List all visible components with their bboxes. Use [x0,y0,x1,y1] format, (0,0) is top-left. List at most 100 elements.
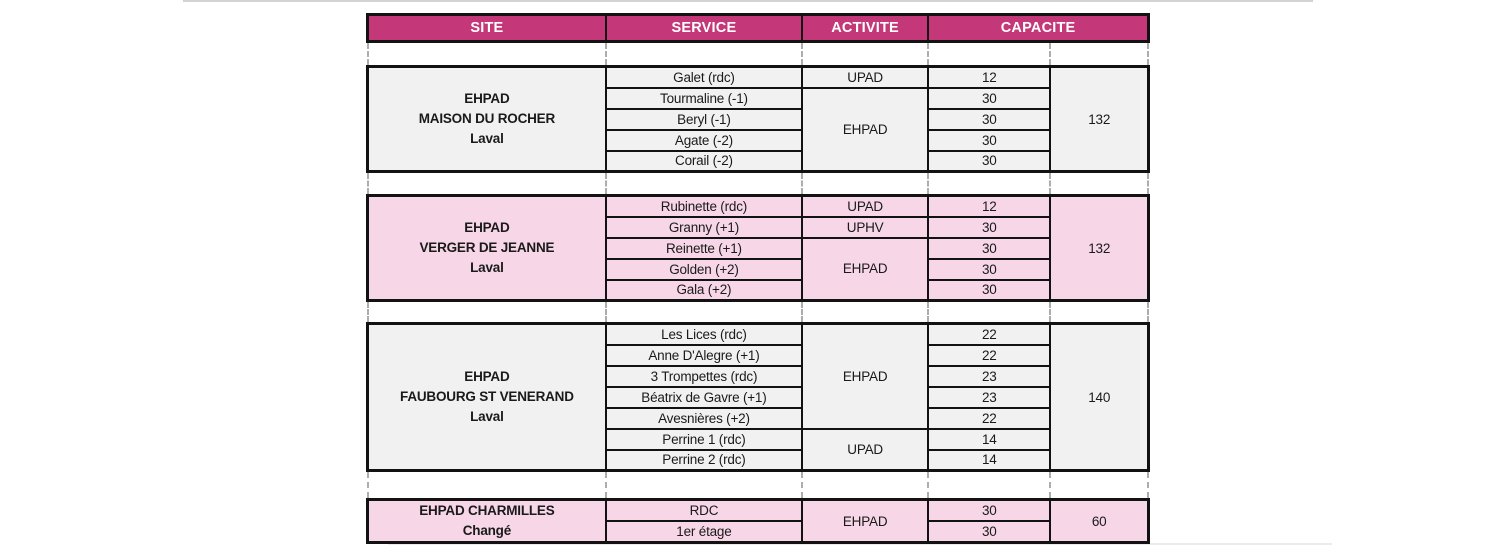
activity-cell: EHPAD [801,236,930,302]
group-separator [366,43,1150,65]
dashed-gridline [927,472,929,498]
service-cell: Reinette (+1) [604,236,804,260]
table-header-row: SITE SERVICE ACTIVITE CAPACITE [366,13,1150,43]
site-group-table: EHPAD FAUBOURG ST VENERAND Laval Les Lices … [366,322,1150,472]
dashed-gridline [927,43,929,65]
dashed-gridline [1049,472,1051,498]
screenshot-artifact-line-top [183,0,1313,2]
site-cell: EHPAD CHARMILLES Changé [366,498,607,544]
total-capacity-cell: 132 [1049,194,1150,302]
header-cell-service: SERVICE [604,13,804,43]
service-cell: Béatrix de Gavre (+1) [604,385,804,409]
site-name-line: MAISON DU ROCHER [418,111,556,126]
capacity-cell: 22 [927,322,1052,346]
service-cell: Agate (-2) [604,128,804,152]
activity-cell: UPHV [801,215,930,239]
dashed-gridline [605,302,607,322]
site-group-table: EHPAD VERGER DE JEANNE Laval Rubinette (rdc… [366,194,1150,302]
dashed-gridline [1049,43,1051,65]
capacity-cell: 23 [927,385,1052,409]
dashed-gridline [801,472,803,498]
dashed-gridline [367,472,369,498]
site-cell: EHPAD FAUBOURG ST VENERAND Laval [366,322,607,472]
capacity-cell: 14 [927,448,1052,472]
site-name-line: EHPAD [464,91,510,106]
site-name-line: EHPAD CHARMILLES [419,503,555,518]
capacity-cell: 22 [927,406,1052,430]
capacity-cell: 12 [927,194,1052,218]
capacity-cell: 30 [927,149,1052,173]
activity-cell: UPAD [801,65,930,89]
dashed-gridline [801,173,803,194]
site-group-table: EHPAD CHARMILLES Changé RDC EHPAD 30 60 1er ét… [366,498,1150,544]
activity-cell: EHPAD [801,86,930,173]
dashed-gridline [801,302,803,322]
capacity-cell: 30 [927,215,1052,239]
capacity-cell: 14 [927,427,1052,451]
group-separator [366,173,1150,194]
site-cell: EHPAD VERGER DE JEANNE Laval [366,194,607,302]
service-cell: Golden (+2) [604,257,804,281]
capacity-cell: 30 [927,236,1052,260]
service-cell: Corail (-2) [604,149,804,173]
dashed-gridline [605,173,607,194]
service-cell: Les Lices (rdc) [604,322,804,346]
dashed-gridline [1049,302,1051,322]
dashed-gridline [801,43,803,65]
capacity-cell: 30 [927,520,1052,544]
service-cell: 3 Trompettes (rdc) [604,364,804,388]
dashed-gridline [927,173,929,194]
activity-cell: UPAD [801,427,930,472]
site-name-line: EHPAD [464,220,510,235]
site-name-line: Changé [462,523,512,538]
service-cell: Perrine 1 (rdc) [604,427,804,451]
site-cell: EHPAD MAISON DU ROCHER Laval [366,65,607,173]
site-group-table: EHPAD MAISON DU ROCHER Laval Galet (rdc) UPA… [366,65,1150,173]
activity-cell: EHPAD [801,498,930,544]
service-cell: Galet (rdc) [604,65,804,89]
capacity-cell: 30 [927,86,1052,110]
service-cell: 1er étage [604,520,804,544]
service-cell: Anne D'Alegre (+1) [604,343,804,367]
dashed-gridline [367,43,369,65]
site-name-line: FAUBOURG ST VENERAND [400,389,574,404]
header-cell-site: SITE [366,13,607,43]
dashed-gridline [367,173,369,194]
capacity-cell: 30 [927,107,1052,131]
service-cell: Granny (+1) [604,215,804,239]
site-name-line: Laval [470,131,504,146]
dashed-gridline [1147,472,1149,498]
dashed-gridline [1147,302,1149,322]
capacity-cell: 22 [927,343,1052,367]
total-capacity-cell: 140 [1049,322,1150,472]
total-capacity-cell: 132 [1049,65,1150,173]
service-cell: Gala (+2) [604,278,804,302]
capacity-cell: 23 [927,364,1052,388]
group-separator [366,302,1150,322]
capacity-cell: 30 [927,128,1052,152]
service-cell: Beryl (-1) [604,107,804,131]
capacity-cell: 30 [927,278,1052,302]
screenshot-artifact-line-bottom [388,543,1332,545]
service-cell: RDC [604,498,804,522]
site-name-line: Laval [470,409,504,424]
group-separator [366,472,1150,498]
dashed-gridline [1147,43,1149,65]
site-groups: EHPAD MAISON DU ROCHER Laval Galet (rdc) UPA… [366,43,1156,544]
site-name-line: VERGER DE JEANNE [419,240,555,255]
service-cell: Avesnières (+2) [604,406,804,430]
site-name-line: EHPAD [464,369,510,384]
service-cell: Perrine 2 (rdc) [604,448,804,472]
dashed-gridline [367,302,369,322]
total-capacity-cell: 60 [1049,498,1150,544]
header-cell-capacite: CAPACITE [927,13,1150,43]
service-cell: Tourmaline (-1) [604,86,804,110]
dashed-gridline [605,43,607,65]
dashed-gridline [1049,173,1051,194]
capacity-cell: 12 [927,65,1052,89]
service-cell: Rubinette (rdc) [604,194,804,218]
activity-cell: EHPAD [801,322,930,430]
capacity-cell: 30 [927,498,1052,522]
dashed-gridline [1147,173,1149,194]
